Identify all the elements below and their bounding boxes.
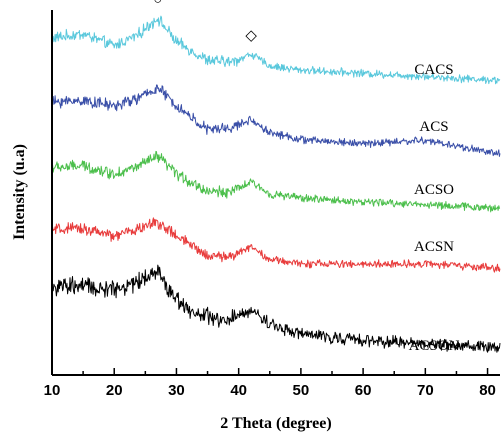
x-tick-label: 30 — [168, 382, 185, 399]
series-line-acson — [51, 264, 501, 353]
y-axis-title: Intensity (u.a) — [11, 144, 28, 240]
x-axis-title: 2 Theta (degree) — [220, 415, 331, 432]
x-tick-label: 60 — [355, 382, 372, 399]
x-tick-label: 50 — [293, 382, 310, 399]
x-tick-label: 10 — [44, 382, 61, 399]
series-layer — [51, 15, 501, 353]
series-label-acsn: ACSN — [414, 239, 454, 255]
series-line-acso — [51, 150, 501, 213]
series-line-acsn — [51, 217, 501, 273]
annotation-layer: ○◇ — [153, 0, 257, 44]
series-label-cacs: CACS — [414, 62, 453, 78]
annotation-marker-1: ○ — [153, 0, 162, 8]
series-line-acs — [51, 84, 501, 157]
x-tick-label: 70 — [417, 382, 434, 399]
x-tick-label: 80 — [479, 382, 496, 399]
series-label-acson: ACSON — [409, 338, 460, 354]
series-label-acs: ACS — [419, 119, 448, 135]
series-label-acso: ACSO — [414, 182, 454, 198]
annotation-marker-2: ◇ — [245, 28, 257, 44]
x-tick-label: 40 — [230, 382, 247, 399]
series-line-cacs — [51, 15, 501, 85]
x-tick-layer: 10 20 30 40 50 60 70 80 — [44, 368, 496, 399]
x-tick-label: 20 — [106, 382, 123, 399]
series-label-layer: CACS ACS ACSO ACSN ACSON — [409, 62, 460, 354]
